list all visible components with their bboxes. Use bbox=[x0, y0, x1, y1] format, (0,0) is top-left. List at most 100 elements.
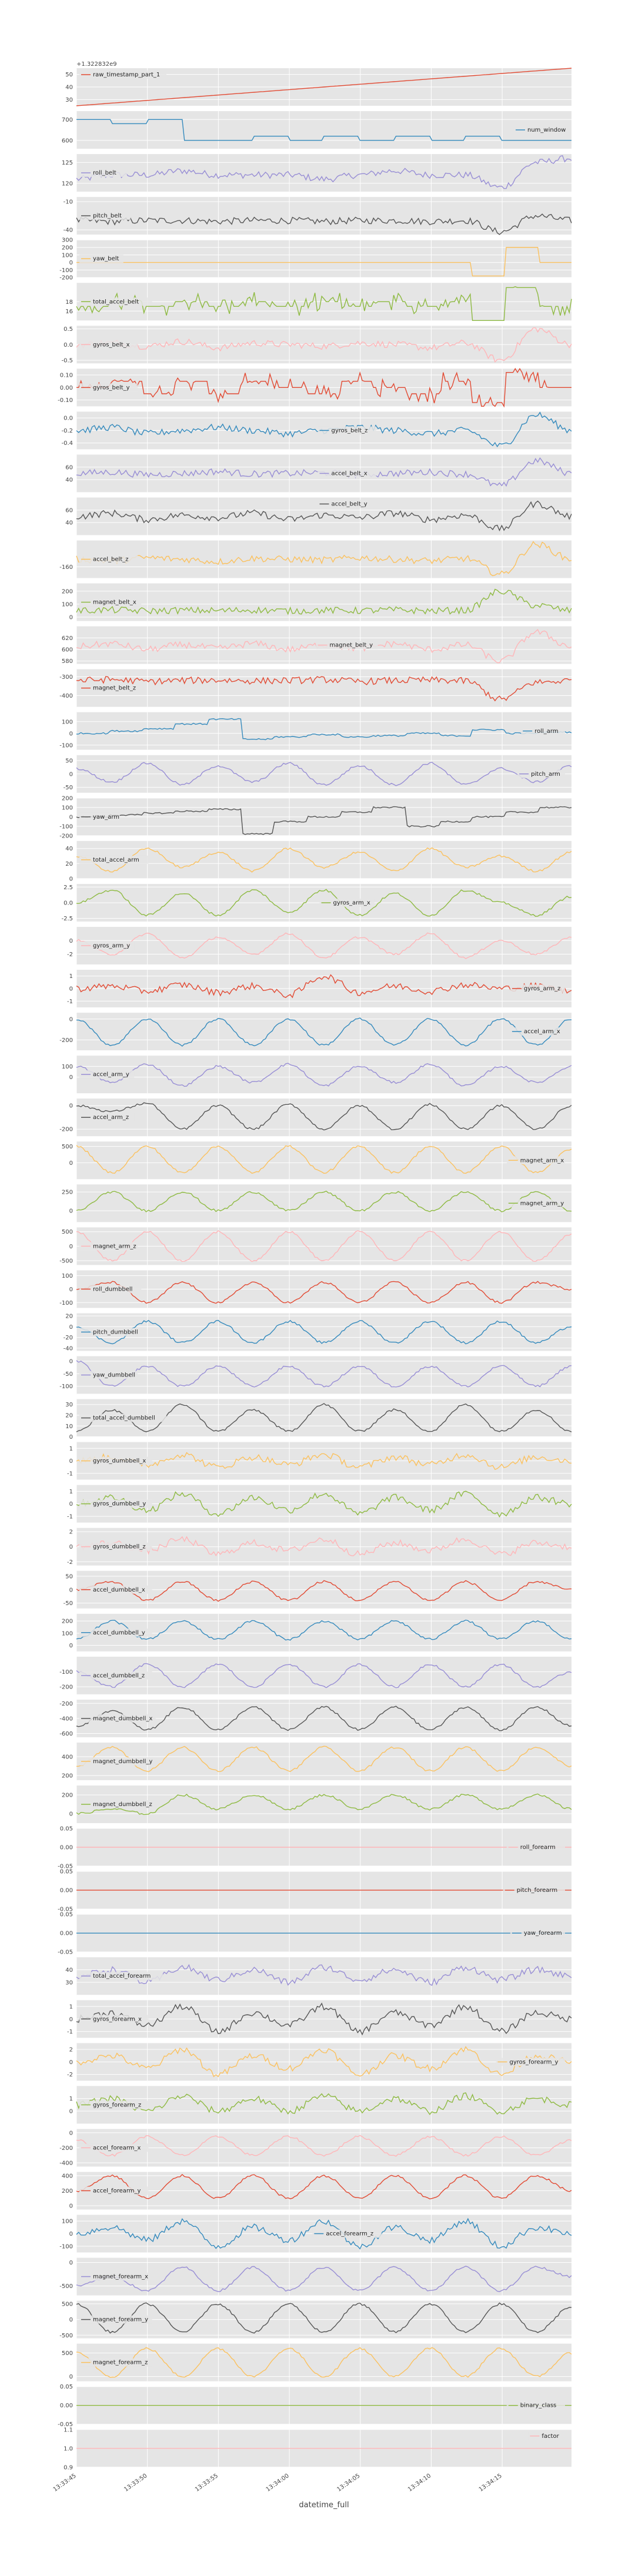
y-tick-label: 400 bbox=[62, 1754, 73, 1760]
panel-accel-arm-x: 0 -200 accel_arm_x bbox=[59, 1013, 572, 1051]
y-tick-label: 600 bbox=[62, 647, 73, 654]
legend-gyros-belt-y: gyros_belt_y bbox=[79, 383, 138, 392]
panel-background bbox=[76, 2343, 572, 2381]
panel-pitch-arm: -50 0 50 pitch_arm bbox=[63, 755, 572, 793]
x-tick-label: 13:33:55 bbox=[194, 2473, 219, 2493]
series-line-gyros-dumbbell-x bbox=[76, 1452, 572, 1470]
legend-box bbox=[317, 426, 376, 435]
y-tick-label: 0 bbox=[69, 1501, 73, 1508]
legend-box bbox=[79, 1456, 152, 1465]
legend-label: pitch_dumbbell bbox=[93, 1329, 138, 1335]
panel-gyros-dumbbell-z: -2 0 2 gyros_dumbbell_z bbox=[67, 1527, 572, 1566]
legend-box bbox=[521, 726, 565, 735]
legend-magnet-dumbbell-z: magnet_dumbbell_z bbox=[79, 1800, 156, 1808]
panel-background bbox=[76, 2257, 572, 2296]
legend-label: gyros_dumbbell_y bbox=[93, 1501, 146, 1508]
y-tick-label: 60 bbox=[65, 507, 73, 514]
panel-background bbox=[76, 197, 572, 235]
legend-box bbox=[503, 1886, 565, 1895]
legend-box bbox=[79, 71, 166, 79]
series-line-gyros-arm-y bbox=[76, 932, 572, 960]
panel-magnet-dumbbell-z: 0 200 magnet_dumbbell_z bbox=[62, 1786, 572, 1823]
series-line-accel-belt-y bbox=[76, 500, 572, 532]
panel-total-accel-belt: 16 18 total_accel_belt bbox=[65, 283, 572, 321]
legend-box bbox=[79, 1585, 152, 1594]
series-line-yaw-belt bbox=[76, 247, 572, 277]
legend-box bbox=[506, 1199, 565, 1208]
series-line-gyros-dumbbell-z bbox=[76, 1536, 572, 1557]
y-tick-label: -1 bbox=[67, 2029, 73, 2035]
y-tick-label: 0.00 bbox=[60, 1931, 73, 1937]
legend-accel-forearm-y: accel_forearm_y bbox=[79, 2186, 149, 2195]
y-tick-label: 0 bbox=[69, 2260, 73, 2266]
legend-box bbox=[79, 1285, 142, 1294]
legend-accel-arm-x: accel_arm_x bbox=[510, 1027, 565, 1036]
legend-box bbox=[79, 1714, 156, 1723]
panel-gyros-dumbbell-x: -1 0 1 gyros_dumbbell_x bbox=[67, 1442, 572, 1480]
panel-magnet-dumbbell-y: 200 400 magnet_dumbbell_y bbox=[62, 1742, 572, 1780]
y-tick-label: 0 bbox=[69, 2059, 73, 2066]
panel-gyros-arm-x: -2.5 0.0 2.5 gyros_arm_x bbox=[61, 883, 572, 922]
y-tick-label: -400 bbox=[59, 1716, 73, 1722]
legend-label: roll_belt bbox=[93, 170, 116, 176]
y-tick-label: -160 bbox=[59, 564, 73, 571]
panel-background bbox=[76, 1356, 572, 1394]
y-tick-label: -100 bbox=[59, 267, 73, 274]
legend-label: yaw_arm bbox=[93, 814, 119, 820]
legend-label: magnet_dumbbell_z bbox=[93, 1801, 152, 1808]
y-tick-label: 0.10 bbox=[60, 373, 73, 379]
legend-label: binary_class bbox=[520, 2403, 556, 2409]
y-tick-label: 18 bbox=[65, 299, 73, 306]
legend-label: gyros_dumbbell_z bbox=[93, 1544, 146, 1550]
y-tick-label: 16 bbox=[65, 309, 73, 315]
y-tick-label: 100 bbox=[62, 719, 73, 725]
y-tick-label: 100 bbox=[62, 1630, 73, 1637]
y-tick-label: 0 bbox=[69, 771, 73, 778]
legend-gyros-arm-x: gyros_arm_x bbox=[319, 898, 375, 907]
legend-box bbox=[79, 1413, 166, 1422]
legend-box bbox=[79, 684, 142, 692]
series-line-gyros-forearm-y bbox=[76, 2046, 572, 2078]
legend-label: total_accel_dumbbell bbox=[93, 1415, 155, 1422]
legend-label: accel_dumbbell_y bbox=[93, 1630, 145, 1636]
panel-magnet-arm-x: 0 500 magnet_arm_x bbox=[62, 1141, 572, 1180]
series-line-accel-belt-z bbox=[76, 541, 572, 577]
legend-box bbox=[79, 1628, 152, 1637]
y-tick-label: 620 bbox=[62, 635, 73, 642]
legend-accel-forearm-z: accel_forearm_z bbox=[312, 2229, 382, 2238]
legend-box bbox=[514, 126, 565, 135]
legend-box bbox=[79, 2272, 152, 2281]
y-tick-label: 0.00 bbox=[60, 1888, 73, 1894]
y-tick-label: 40 bbox=[65, 85, 73, 91]
legend-gyros-belt-x: gyros_belt_x bbox=[79, 340, 138, 349]
panel-yaw-arm: -200 -100 0 100 200 yaw_arm bbox=[59, 795, 572, 839]
legend-label: raw_timestamp_part_1 bbox=[93, 72, 160, 78]
legend-label: magnet_belt_z bbox=[93, 685, 136, 692]
panel-gyros-belt-z: -0.4 -0.2 0.0 gyros_belt_z bbox=[61, 411, 572, 450]
y-tick-label: 0.00 bbox=[60, 385, 73, 391]
legend-label: accel_arm_z bbox=[93, 1114, 129, 1121]
y-tick-label: -0.5 bbox=[61, 357, 73, 364]
legend-magnet-dumbbell-x: magnet_dumbbell_x bbox=[79, 1714, 156, 1723]
legend-box bbox=[79, 1542, 152, 1551]
series-line-gyros-belt-x bbox=[76, 327, 572, 363]
panel-roll-dumbbell: -100 0 100 roll_dumbbell bbox=[59, 1270, 572, 1308]
y-tick-label: 0.00 bbox=[60, 2403, 73, 2409]
y-tick-label: 200 bbox=[62, 588, 73, 595]
y-tick-label: 1 bbox=[69, 1489, 73, 1495]
y-tick-label: 200 bbox=[62, 245, 73, 252]
panel-total-accel-arm: 0 20 40 total_accel_arm bbox=[65, 840, 572, 882]
y-tick-label: -300 bbox=[59, 674, 73, 681]
panel-yaw-dumbbell: -100 -50 0 yaw_dumbbell bbox=[59, 1356, 572, 1394]
y-tick-label: -400 bbox=[59, 2160, 73, 2167]
panel-magnet-dumbbell-x: -200 -400 -600 magnet_dumbbell_x bbox=[59, 1699, 572, 1737]
legend-accel-dumbbell-z: accel_dumbbell_z bbox=[79, 1671, 152, 1680]
y-tick-label: 0 bbox=[69, 1544, 73, 1550]
legend-total-accel-dumbbell: total_accel_dumbbell bbox=[79, 1413, 166, 1422]
y-tick-label: 200 bbox=[62, 2188, 73, 2195]
legend-accel-belt-x: accel_belt_x bbox=[317, 469, 376, 478]
panel-accel-dumbbell-x: -50 0 50 accel_dumbbell_x bbox=[63, 1570, 572, 1609]
y-tick-label: -2.5 bbox=[61, 916, 73, 922]
legend-label: magnet_belt_x bbox=[93, 599, 136, 606]
legend-label: magnet_arm_z bbox=[93, 1243, 136, 1250]
